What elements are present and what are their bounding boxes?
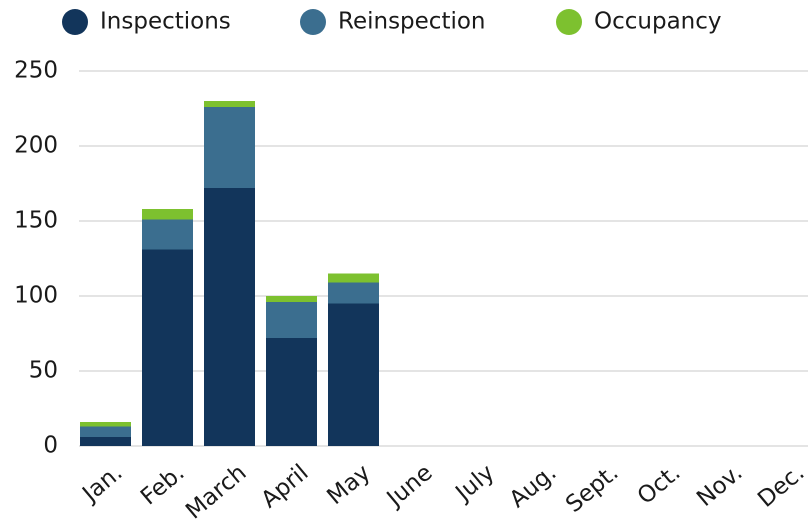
bar-segment [204,101,255,107]
bar-segment [266,296,317,302]
x-tick-label: Feb. [136,460,190,511]
bar-segment [80,426,131,437]
bar-segment [142,249,193,446]
x-tick-label: Sept. [561,460,623,518]
legend-label: Occupancy [594,9,722,35]
bar-segment [80,422,131,427]
bar-segment [204,107,255,188]
x-tick-label: April [257,460,314,514]
y-tick-label: 250 [14,58,58,84]
y-tick-label: 100 [14,283,58,309]
legend-swatch [62,9,88,35]
y-tick-label: 150 [14,208,58,234]
y-tick-label: 50 [29,358,58,384]
bar-segment [328,282,379,304]
legend-label: Inspections [100,9,231,35]
legend-swatch [556,9,582,35]
x-tick-label: Nov. [692,460,747,512]
bar-segment [266,338,317,446]
y-tick-label: 0 [43,433,58,459]
legend-swatch [300,9,326,35]
bar-segment [266,302,317,338]
bar-segment [80,437,131,446]
bar-segment [328,273,379,283]
bar-segment [204,188,255,446]
x-tick-label: Jan. [77,460,128,509]
x-tick-label: May [322,460,375,510]
bar-segment [328,303,379,446]
x-tick-label: July [450,460,500,508]
x-tick-label: Aug. [505,460,562,513]
x-tick-label: March [181,460,251,525]
legend-label: Reinspection [338,9,486,35]
y-tick-label: 200 [14,133,58,159]
x-tick-label: Dec. [753,460,808,513]
x-tick-label: Oct. [633,460,686,510]
bar-segment [142,219,193,250]
bar-segment [142,209,193,220]
x-tick-label: June [381,460,438,513]
